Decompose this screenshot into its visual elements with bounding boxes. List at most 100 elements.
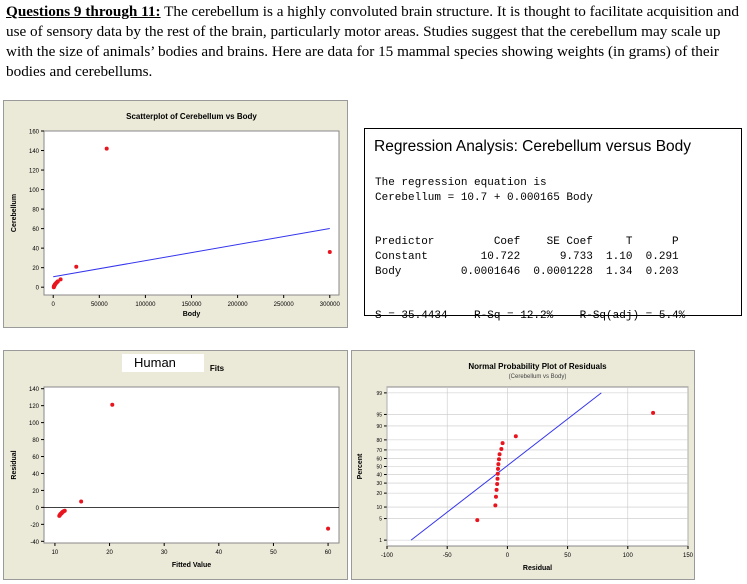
plot-area — [43, 130, 340, 296]
data-point — [59, 510, 64, 515]
data-point — [496, 457, 501, 462]
chart-subtitle: (Cerebellum vs Body) — [509, 374, 567, 380]
normal-probability-chart: Normal Probability Plot of Residuals (Cer… — [357, 362, 694, 572]
data-point — [651, 410, 656, 415]
y-tick-label: 60 — [32, 455, 39, 461]
scatterplot-chart: Scatterplot of Cerebellum vs Body 0 20 40 60… — [11, 112, 341, 318]
data-point — [496, 462, 501, 467]
data-point — [497, 452, 502, 457]
y-tick-label: 40 — [376, 473, 382, 479]
y-tick-label: 120 — [29, 404, 40, 410]
human-label: Human — [122, 354, 204, 372]
y-axis-label: Residual — [11, 450, 18, 479]
regression-summary: S = 35.4434 R-Sq = 12.2% R-Sq(adj) = 5.4… — [375, 310, 686, 322]
x-tick-label: 50 — [564, 553, 571, 559]
x-tick-label: 150000 — [181, 302, 202, 308]
y-tick-label: 95 — [376, 412, 382, 418]
y-tick-label: 40 — [32, 472, 39, 478]
y-tick-label: 90 — [376, 424, 382, 430]
question-intro: Questions 9 through 11: The cerebellum i… — [6, 2, 742, 82]
y-tick-label: 50 — [376, 465, 382, 471]
y-tick-label: 0 — [36, 506, 40, 512]
y-tick-label: 160 — [29, 130, 40, 136]
y-tick-label: 0 — [36, 286, 40, 292]
y-tick-label: 60 — [376, 456, 382, 462]
x-tick-label: 100 — [623, 553, 634, 559]
intro-text: The cerebellum is a highly convoluted br… — [6, 3, 739, 80]
scatterplot-panel: Scatterplot of Cerebellum vs Body 0 20 40 60… — [3, 100, 348, 328]
data-point — [496, 466, 501, 471]
data-point — [327, 250, 332, 255]
x-tick-label: 60 — [325, 550, 332, 556]
data-point — [499, 446, 504, 451]
regression-title: Regression Analysis: Cerebellum versus B… — [374, 138, 692, 155]
y-tick-label: 5 — [379, 517, 382, 523]
x-tick-label: 200000 — [228, 302, 249, 308]
data-point — [493, 503, 498, 508]
y-tick-label: 70 — [376, 448, 382, 454]
data-point — [52, 282, 57, 287]
data-point — [513, 434, 518, 439]
y-axis-label: Cerebellum — [11, 194, 18, 232]
plot-area — [43, 386, 340, 544]
fit-line — [53, 228, 330, 278]
y-tick-label: 40 — [32, 247, 39, 253]
data-point — [495, 476, 500, 481]
y-tick-label: -20 — [30, 523, 39, 529]
x-tick-label: 150 — [683, 553, 694, 559]
coef-row-body: Body 0.0001646 0.0001228 1.34 0.203 — [375, 266, 679, 278]
data-point — [495, 471, 500, 476]
x-tick-label: 0 — [52, 302, 56, 308]
y-tick-label: 20 — [376, 491, 382, 497]
y-axis-label: Percent — [357, 453, 364, 479]
data-point — [110, 402, 115, 407]
reference-line — [410, 392, 602, 541]
y-tick-label: 20 — [32, 266, 39, 272]
data-point — [79, 499, 84, 504]
y-tick-label: 80 — [32, 438, 39, 444]
chart-title: Scatterplot of Cerebellum vs Body — [126, 112, 257, 121]
y-tick-label: 120 — [29, 169, 40, 175]
y-tick-label: 20 — [32, 489, 39, 495]
x-tick-label: -100 — [381, 553, 394, 559]
x-tick-label: 50000 — [91, 302, 108, 308]
y-tick-label: 30 — [376, 481, 382, 487]
regression-output: Regression Analysis: Cerebellum versus B… — [364, 128, 742, 322]
x-axis-label: Residual — [523, 565, 552, 572]
x-tick-label: 100000 — [135, 302, 156, 308]
chart-title: Fits — [210, 364, 225, 373]
y-tick-label: 80 — [376, 438, 382, 444]
x-tick-label: 50 — [270, 550, 277, 556]
data-point — [104, 146, 109, 151]
data-point — [494, 487, 499, 492]
x-tick-label: 300000 — [320, 302, 341, 308]
x-tick-label: 30 — [161, 550, 168, 556]
y-tick-label: 140 — [29, 149, 40, 155]
y-tick-label: 140 — [29, 387, 40, 393]
y-tick-label: 100 — [29, 188, 40, 194]
x-axis-label: Fitted Value — [172, 562, 211, 569]
x-tick-label: 0 — [506, 553, 510, 559]
y-tick-label: 80 — [32, 208, 39, 214]
coef-row-constant: Constant 10.722 9.733 1.10 0.291 — [375, 251, 679, 263]
regression-equation: Cerebellum = 10.7 + 0.000165 Body — [375, 192, 593, 204]
data-point — [493, 494, 498, 499]
y-tick-label: 60 — [32, 227, 39, 233]
coef-table-header: Predictor Coef SE Coef T P — [375, 236, 679, 248]
data-point — [326, 526, 331, 531]
residuals-fits-panel: Fits -40 -20 0 20 40 60 80 100 120 140 10 20 30 40 50 60… — [3, 350, 348, 580]
y-tick-label: 1 — [379, 538, 382, 544]
y-tick-label: 10 — [376, 505, 382, 511]
intro-heading: Questions 9 through 11: — [6, 3, 161, 20]
data-point — [58, 277, 63, 282]
data-point — [475, 518, 480, 523]
x-axis-label: Body — [183, 311, 201, 318]
x-tick-label: 40 — [215, 550, 222, 556]
y-tick-label: 100 — [29, 421, 40, 427]
data-point — [74, 264, 79, 269]
y-tick-label: -40 — [30, 540, 39, 546]
residuals-fits-chart: Fits -40 -20 0 20 40 60 80 100 120 140 10 20 30 40 50 60… — [11, 364, 340, 569]
data-point — [495, 482, 500, 487]
data-point — [500, 441, 505, 446]
regression-equation-label: The regression equation is — [375, 177, 547, 189]
